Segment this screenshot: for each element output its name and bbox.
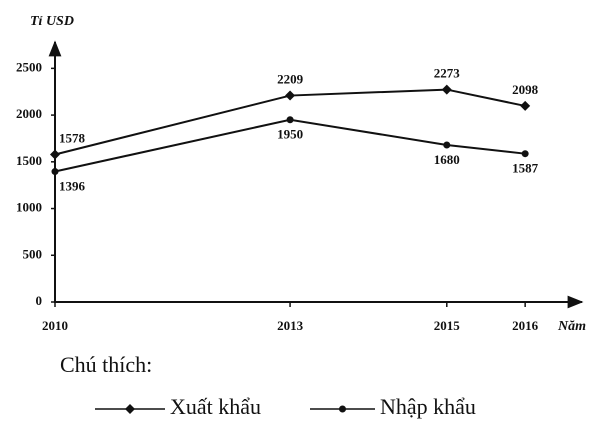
series-line	[54, 88, 526, 156]
legend-label: Nhập khẩu	[380, 394, 476, 419]
data-label: 2209	[277, 72, 304, 87]
data-label: 1578	[59, 131, 86, 146]
x-axis-label: Năm	[557, 319, 586, 334]
x-tick-label: 2016	[512, 318, 539, 333]
point	[521, 150, 529, 158]
data-label: 2098	[512, 82, 539, 97]
y-tick-label: 2500	[16, 59, 42, 74]
data-label: 1950	[277, 127, 303, 142]
x-tick-label: 2010	[42, 318, 68, 333]
x-tick-label: 2013	[277, 318, 304, 333]
point	[520, 100, 531, 111]
legend	[95, 404, 375, 414]
series-line	[54, 118, 526, 173]
point	[441, 84, 452, 95]
legend-marker	[125, 404, 135, 414]
y-axis-label: Tỉ USD	[30, 14, 74, 29]
point	[286, 116, 294, 124]
legend-marker	[339, 405, 346, 413]
y-tick-label: 2000	[16, 106, 42, 121]
data-label: 1587	[512, 161, 539, 176]
data-label: 2273	[434, 66, 461, 81]
y-tick-label: 500	[23, 246, 43, 261]
legend-title: Chú thích:	[60, 352, 152, 377]
data-label: 1680	[434, 152, 460, 167]
y-tick-label: 0	[36, 293, 43, 308]
data-label: 1396	[59, 179, 86, 194]
y-tick-label: 1500	[16, 153, 42, 168]
point	[285, 90, 296, 101]
point	[51, 168, 59, 176]
y-tick-label: 1000	[16, 200, 42, 215]
point	[50, 149, 60, 160]
legend-label: Xuất khẩu	[170, 394, 261, 419]
x-tick-label: 2015	[434, 318, 461, 333]
point	[443, 141, 451, 149]
